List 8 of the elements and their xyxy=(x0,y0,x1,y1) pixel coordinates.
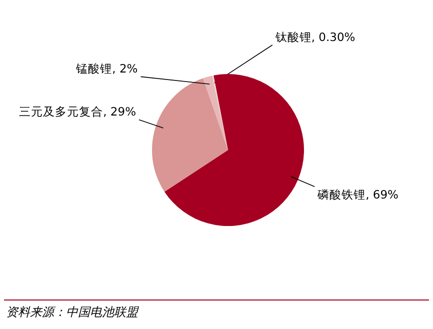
slice-label: 磷酸铁锂, 69% xyxy=(316,188,399,202)
pie-slice xyxy=(152,78,228,192)
slice-label: 钛酸锂, 0.30% xyxy=(274,30,356,44)
pie-slice xyxy=(164,74,304,226)
text: 资料来源：中国电池联盟 xyxy=(6,305,139,319)
slice-label: 锰酸锂, 2% xyxy=(75,62,138,76)
pie-slice xyxy=(203,76,228,150)
slice-label: 三元及多元复合, 29% xyxy=(19,104,136,119)
